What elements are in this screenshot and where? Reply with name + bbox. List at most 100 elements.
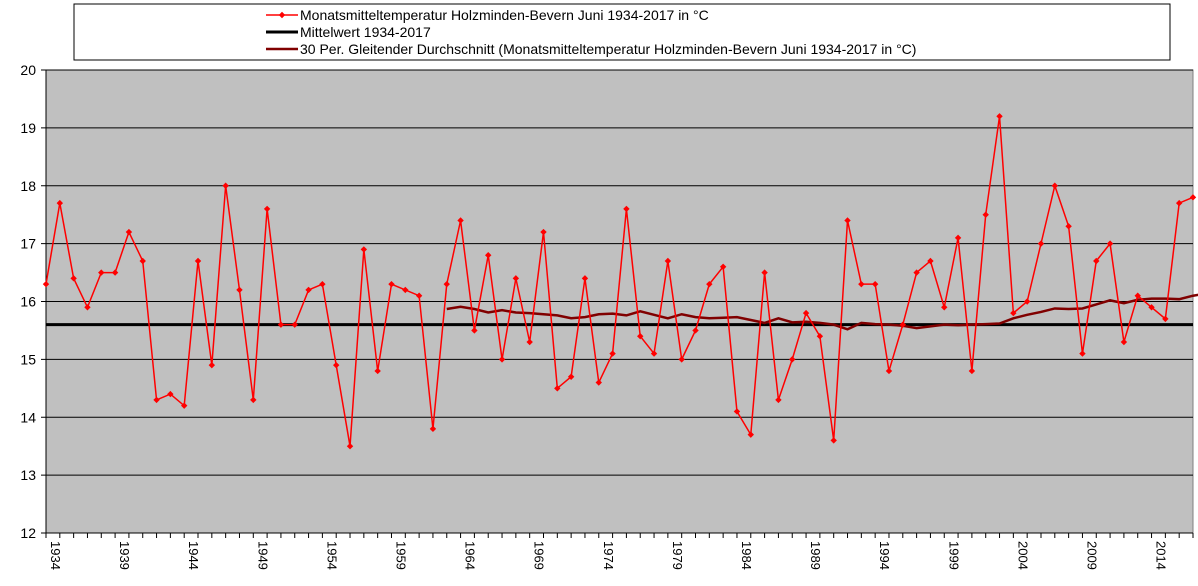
temperature-point xyxy=(56,199,64,207)
temperature-point xyxy=(650,350,658,357)
x-tick-label: 1969 xyxy=(532,541,547,570)
temperature-point xyxy=(111,269,119,276)
x-tick-label: 1964 xyxy=(463,541,478,570)
temperature-point xyxy=(927,257,934,265)
legend-item: Mittelwert 1934-2017 xyxy=(266,24,431,40)
temperature-line xyxy=(45,116,1194,447)
temperature-point xyxy=(1023,298,1031,305)
temperature-point xyxy=(125,228,133,236)
temperature-point xyxy=(319,280,326,288)
legend-item: Monatsmitteltemperatur Holzminden-Bevern… xyxy=(266,7,709,23)
temperature-point xyxy=(664,257,672,265)
temperature-point xyxy=(42,280,50,288)
x-tick-label: 2009 xyxy=(1084,541,1099,570)
temperature-point xyxy=(996,113,1003,120)
temperature-point xyxy=(277,321,285,328)
temperature-point xyxy=(1051,182,1059,189)
temperature-point xyxy=(485,252,492,259)
temperature-point xyxy=(512,275,520,282)
x-tick-label: 1994 xyxy=(877,541,892,570)
temperature-point xyxy=(236,286,243,294)
temperature-point xyxy=(84,304,91,311)
x-tick-label: 2004 xyxy=(1015,541,1030,570)
y-tick-label: 18 xyxy=(20,178,36,194)
y-tick-label: 19 xyxy=(20,120,36,136)
temperature-point xyxy=(554,385,561,392)
temperature-point xyxy=(858,280,865,288)
temperature-point xyxy=(208,361,216,369)
y-tick-label: 16 xyxy=(20,294,36,310)
legend-label: Mittelwert 1934-2017 xyxy=(300,24,431,40)
temperature-point xyxy=(139,257,146,265)
y-tick-label: 17 xyxy=(20,236,36,252)
y-tick-label: 12 xyxy=(20,525,36,541)
temperature-point xyxy=(429,425,437,433)
temperature-point xyxy=(609,350,616,357)
x-tick-label: 1934 xyxy=(48,541,63,570)
temperature-point xyxy=(913,269,920,276)
y-tick-label: 15 xyxy=(20,351,36,367)
temperature-point xyxy=(775,396,782,404)
temperature-point xyxy=(291,321,298,328)
temperature-point xyxy=(250,396,257,404)
temperature-point xyxy=(761,269,768,276)
temperature-point xyxy=(871,280,879,288)
temperature-point xyxy=(180,402,188,409)
temperature-point xyxy=(1106,240,1114,247)
temperature-point xyxy=(941,304,948,311)
temperature-point xyxy=(194,257,202,265)
temperature-point xyxy=(789,356,796,363)
x-tick-label: 1989 xyxy=(808,541,823,570)
legend-label: Monatsmitteltemperatur Holzminden-Bevern… xyxy=(300,7,709,23)
temperature-point xyxy=(471,327,478,334)
temperature-point xyxy=(719,263,727,270)
temperature-point xyxy=(885,367,893,375)
temperature-point xyxy=(1037,240,1045,247)
temperature-point xyxy=(526,338,533,346)
temperature-point xyxy=(623,205,630,213)
temperature-point xyxy=(1120,338,1128,346)
temperature-point xyxy=(1148,304,1155,311)
x-tick-label: 1949 xyxy=(255,541,270,570)
temperature-point xyxy=(167,390,174,398)
temperature-point xyxy=(70,275,77,282)
temperature-point xyxy=(346,442,354,450)
temperature-point xyxy=(153,396,160,404)
temperature-point xyxy=(844,217,851,224)
temperature-point xyxy=(1010,309,1017,317)
temperature-point xyxy=(374,367,381,375)
temperature-point xyxy=(581,275,589,282)
temperature-point xyxy=(954,234,962,242)
temperature-point xyxy=(567,373,575,380)
x-tick-label: 1944 xyxy=(186,541,201,570)
temperature-point xyxy=(1065,223,1072,230)
temperature-point xyxy=(443,280,450,288)
temperature-point xyxy=(1093,257,1100,265)
temperature-point xyxy=(388,280,395,288)
temperature-point xyxy=(333,361,340,369)
temperature-point xyxy=(540,228,547,236)
temperature-point xyxy=(415,292,423,299)
legend-label: 30 Per. Gleitender Durchschnitt (Monatsm… xyxy=(300,41,916,57)
temperature-point xyxy=(263,205,271,213)
x-tick-label: 1984 xyxy=(739,541,754,570)
temperature-point xyxy=(830,437,837,444)
x-tick-label: 1959 xyxy=(393,541,408,570)
legend-box xyxy=(73,3,1171,61)
temperature-point xyxy=(498,356,506,363)
temperature-point xyxy=(222,182,229,189)
temperature-point xyxy=(402,286,409,294)
temperature-point xyxy=(1079,350,1086,357)
y-tick-label: 13 xyxy=(20,467,36,483)
temperature-point xyxy=(1189,194,1197,201)
temperature-point xyxy=(678,356,685,363)
temperature-point xyxy=(982,211,989,218)
x-tick-label: 1974 xyxy=(601,541,616,570)
y-tick-label: 14 xyxy=(20,409,36,425)
y-tick-label: 20 xyxy=(20,62,36,78)
temperature-point xyxy=(1162,315,1169,323)
legend: Monatsmitteltemperatur Holzminden-Bevern… xyxy=(73,3,1171,61)
temperature-point xyxy=(98,269,105,276)
temperature-point xyxy=(692,327,699,334)
